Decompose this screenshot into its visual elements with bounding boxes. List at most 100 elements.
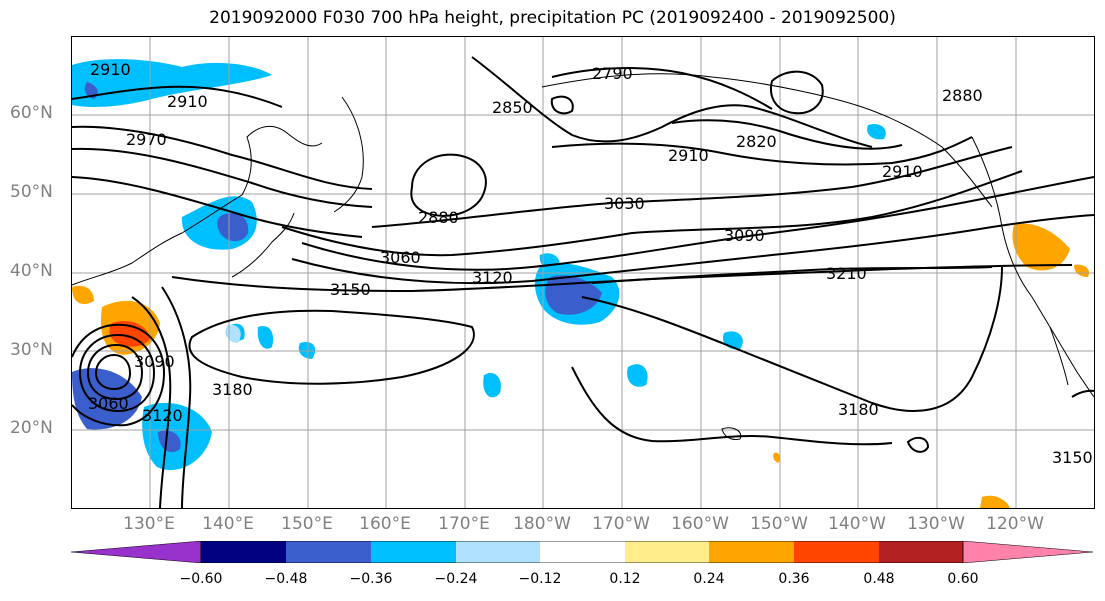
coastline-kamchatka <box>333 96 364 213</box>
contour-3180-east <box>581 266 1003 412</box>
contour-3210 <box>591 266 993 284</box>
colorbar-segment <box>456 541 540 563</box>
lon-label-170e: 170°E <box>438 514 490 534</box>
contour-label: 2880 <box>942 86 983 105</box>
contour-label: 3090 <box>724 226 765 245</box>
precip-negative-area <box>298 341 316 359</box>
contour-label: 2910 <box>882 162 923 181</box>
contour-2910-nw <box>72 85 283 108</box>
colorbar-frame <box>200 541 964 563</box>
colorbar-tick-label: −0.24 <box>434 571 478 587</box>
colorbar-segment <box>879 541 963 563</box>
contour-label: 3210 <box>826 264 867 283</box>
lon-label-130e: 130°E <box>123 514 175 534</box>
coastline-alaska <box>541 73 993 208</box>
lat-label-50n: 50°N <box>10 182 53 202</box>
contour-label: 3030 <box>604 194 645 213</box>
contour-3120-west <box>161 286 192 508</box>
precip-negative-area <box>483 373 501 398</box>
contour-low-west <box>72 323 166 427</box>
contour-2880-low <box>410 153 487 217</box>
contour-3060 <box>281 170 1023 257</box>
contour-3180-south <box>571 366 893 446</box>
contour-label: 3120 <box>472 268 513 287</box>
coastline-baja <box>1049 326 1069 386</box>
contour-label: 2790 <box>592 64 633 83</box>
contour-2970 <box>72 125 373 190</box>
map-svg: 2910 2910 2970 2790 2850 2820 2880 2910 … <box>72 37 1094 508</box>
contour-label: 2880 <box>418 208 459 227</box>
contour-label: 3150 <box>1052 448 1093 467</box>
contour-label: 3090 <box>134 352 175 371</box>
colorbar-tick-label: −0.36 <box>349 571 393 587</box>
colorbar-segment <box>371 541 456 563</box>
lon-label-150e: 150°E <box>281 514 333 534</box>
contour-3120 <box>291 214 1094 285</box>
colorbar-segment <box>794 541 879 563</box>
contour-label: 3150 <box>330 280 371 299</box>
colorbar-tick-label: 0.36 <box>778 571 810 587</box>
lon-label-140e: 140°E <box>202 514 254 534</box>
coastline-japan <box>231 212 295 278</box>
contour-3030 <box>371 146 1013 228</box>
contour-label: 2970 <box>126 130 167 149</box>
lat-label-30n: 30°N <box>10 340 53 360</box>
contour-label: 3120 <box>142 406 183 425</box>
precip-negative-area <box>257 325 274 349</box>
contour-3090-west <box>131 296 172 508</box>
colorbar-segment <box>625 541 709 563</box>
colorbar-segment <box>71 541 202 563</box>
colorbar-segment <box>962 541 1093 563</box>
contour-label: 2820 <box>736 132 777 151</box>
contour-east-small <box>770 70 824 115</box>
colorbar-tick-label: −0.60 <box>179 571 223 587</box>
coastline-hawaii <box>721 427 742 440</box>
contour-label: 2910 <box>90 60 131 79</box>
contour-north-3030 <box>72 176 363 238</box>
contour-label: 2910 <box>668 146 709 165</box>
contour-label: 2910 <box>167 92 208 111</box>
contour-label-group: 2910 2910 2970 2790 2850 2820 2880 2910 … <box>88 60 1093 467</box>
colorbar-segment <box>540 541 625 563</box>
colorbar-tick-label: 0.24 <box>693 571 725 587</box>
contour-label: 3060 <box>380 248 421 267</box>
colorbar-segment <box>201 541 286 563</box>
colorbar-tick-label: −0.12 <box>518 571 562 587</box>
contour-3090 <box>301 176 1094 271</box>
graticule-grid <box>72 37 1094 508</box>
coastline-asia <box>72 125 323 286</box>
precip-positive-area <box>773 452 781 463</box>
lon-label-180w: 180°W <box>513 514 571 534</box>
contour-low-west <box>94 353 132 391</box>
precip-negative-area <box>158 430 181 453</box>
lat-label-40n: 40°N <box>10 261 53 281</box>
colorbar-segment <box>709 541 794 563</box>
contour-3180-west <box>188 309 475 385</box>
lon-label-150w: 150°W <box>750 514 808 534</box>
lon-label-120w: 120°W <box>986 514 1044 534</box>
colorbar-segment <box>286 541 371 563</box>
map-title: 2019092000 F030 700 hPa height, precipit… <box>209 8 896 28</box>
lon-label-160e: 160°E <box>359 514 411 534</box>
contour-low-west <box>78 333 156 413</box>
contour-label: 3180 <box>212 380 253 399</box>
contour-2820 <box>671 119 903 150</box>
contour-2910-mid <box>551 136 973 166</box>
precip-negative-area <box>72 59 272 107</box>
contour-low-west <box>86 343 144 401</box>
contour-east-small <box>1071 389 1094 398</box>
precip-negative-area <box>627 364 648 387</box>
height-contours <box>72 56 1094 508</box>
lon-label-140w: 140°W <box>828 514 886 534</box>
lat-label-20n: 20°N <box>10 418 53 438</box>
contour-label: 3060 <box>88 394 129 413</box>
precip-positive-area <box>1074 264 1090 277</box>
contour-east-small <box>550 95 574 115</box>
precip-positive-area <box>72 285 94 305</box>
contour-label: 2850 <box>492 98 533 117</box>
contour-2850 <box>471 56 873 148</box>
precip-positive-area <box>980 495 1010 508</box>
precip-positive-area <box>109 320 150 347</box>
contour-2790 <box>551 67 773 110</box>
colorbar <box>71 541 1093 563</box>
